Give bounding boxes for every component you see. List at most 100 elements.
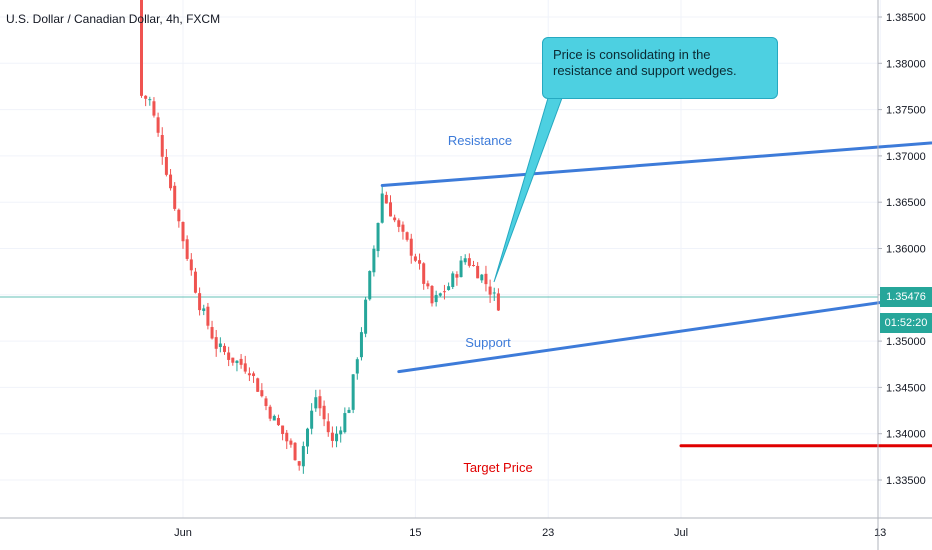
candle-body — [206, 306, 210, 326]
candle-body — [339, 430, 343, 435]
candle-body — [160, 135, 164, 157]
candle-body — [156, 117, 160, 133]
trendlines — [380, 97, 932, 448]
candle-body — [409, 238, 413, 256]
price-tick-label: 1.33500 — [886, 475, 926, 487]
candle-body — [351, 374, 355, 410]
candle-body — [368, 271, 372, 300]
candle-body — [330, 432, 334, 441]
candle-body — [272, 415, 276, 421]
callout-note[interactable]: Price is consolidating in the resistance… — [542, 37, 778, 99]
support-line — [397, 293, 932, 374]
candle-body — [418, 260, 422, 264]
candle-body — [289, 440, 293, 445]
candle-body — [164, 157, 168, 175]
candle-body — [405, 232, 409, 240]
candle-body — [152, 101, 156, 116]
candle-body — [413, 256, 417, 261]
candle-body — [189, 259, 193, 271]
candlestick-series — [140, 0, 500, 474]
candle-body — [169, 174, 173, 189]
candle-body — [256, 378, 260, 392]
candle-body — [140, 0, 143, 96]
candle-body — [434, 295, 438, 303]
price-tick-label: 1.34500 — [886, 382, 926, 394]
candle-body — [438, 293, 442, 296]
candle-body — [202, 308, 206, 311]
candle-body — [281, 425, 285, 434]
candle-body — [227, 352, 231, 360]
candle-body — [463, 258, 467, 263]
candle-body — [210, 327, 214, 339]
symbol-title: U.S. Dollar / Canadian Dollar, 4h, FXCM — [6, 12, 221, 26]
candle-body — [467, 258, 471, 266]
candle-body — [264, 398, 268, 406]
candle-body — [214, 337, 218, 349]
price-tick-label: 1.38000 — [886, 58, 926, 70]
candle-body — [223, 345, 226, 352]
candle-body — [335, 433, 339, 442]
candle-body — [459, 260, 463, 278]
candle-body — [252, 373, 256, 377]
price-tick-label: 1.34000 — [886, 429, 926, 441]
candle-body — [310, 410, 314, 429]
time-tick-label: 23 — [542, 527, 554, 539]
candle-body — [260, 390, 264, 397]
resistance-line — [380, 141, 932, 188]
candle-body — [293, 442, 297, 461]
candle-body — [384, 194, 388, 204]
candle-body — [243, 363, 247, 372]
callout-pointer — [493, 97, 563, 283]
candle-body — [347, 409, 351, 413]
candle-body — [318, 396, 322, 409]
candle-body — [239, 358, 243, 365]
candle-body — [488, 286, 492, 295]
price-tick-label: 1.37000 — [886, 151, 926, 163]
last-price-tag: 1.35476 — [880, 287, 932, 307]
candle-body — [235, 360, 239, 364]
candle-body — [455, 274, 459, 278]
price-tick-label: 1.35000 — [886, 336, 926, 348]
candle-body — [285, 432, 289, 442]
candle-body — [343, 413, 347, 433]
time-tick-label: 15 — [409, 527, 421, 539]
price-tick-label: 1.36500 — [886, 197, 926, 209]
price-tick-label: 1.36000 — [886, 244, 926, 256]
candle-body — [247, 373, 251, 376]
candle-body — [376, 222, 380, 252]
time-tick-label: Jun — [174, 527, 192, 539]
candle-body — [389, 202, 392, 217]
candle-body — [430, 285, 434, 304]
candle-body — [472, 265, 475, 267]
candle-body — [426, 283, 430, 287]
chart-labels: Resistance Support Target Price — [448, 133, 533, 475]
price-tick-label: 1.38500 — [886, 12, 926, 24]
candle-body — [306, 428, 309, 447]
candle-body — [148, 99, 152, 101]
resistance-label: Resistance — [448, 133, 512, 148]
candle-body — [355, 359, 359, 374]
candle-body — [297, 461, 301, 466]
candle-body — [144, 95, 148, 99]
candle-body — [314, 397, 318, 409]
candle-body — [276, 418, 280, 426]
candle-body — [231, 357, 235, 363]
candle-body — [177, 209, 181, 222]
candle-body — [359, 332, 363, 358]
candle-body — [492, 292, 496, 294]
candle-body — [422, 263, 426, 284]
candle-body — [218, 343, 222, 347]
candle-body — [476, 265, 480, 279]
candle-body — [185, 239, 189, 259]
candle-body — [480, 274, 484, 281]
candle-body — [451, 273, 455, 287]
target-price-label: Target Price — [463, 460, 532, 475]
candle-body — [326, 421, 330, 433]
support-label: Support — [465, 335, 511, 350]
candle-body — [198, 293, 202, 311]
candle-body — [372, 248, 376, 273]
candle-body — [380, 193, 384, 223]
candle-body — [193, 271, 197, 293]
countdown-tag: 01:52:20 — [880, 313, 932, 333]
